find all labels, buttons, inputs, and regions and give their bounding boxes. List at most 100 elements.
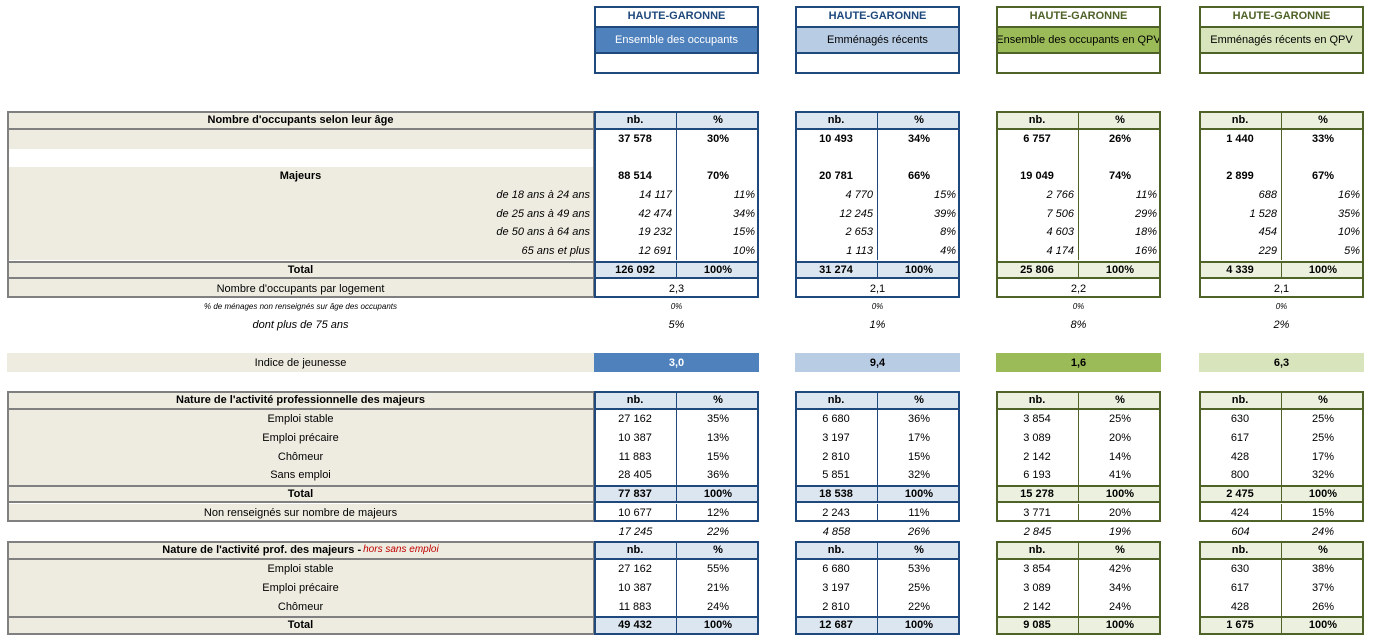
count-cell: 27 162 [594,560,677,579]
count-cell: 1 675 [1199,616,1282,635]
section-title: Nombre d'occupants selon leur âge [7,111,594,130]
row-label: Sans emploi [7,466,594,485]
percent-cell: 21% [706,582,730,595]
percent-cell: 26% [1311,600,1335,613]
count-cell: 688 [1199,185,1282,205]
group-blank-cell [594,54,759,74]
count-cell: 5 851 [795,466,878,485]
percent-cell: 32% [1311,469,1335,482]
percent-cell: 100% [878,484,960,504]
count-cell: 10 493 [795,130,878,149]
row-label: Total [7,616,594,635]
count-cell: 4 770 [795,185,878,205]
row-label: % de ménages non renseignés sur âge des … [203,301,397,311]
count-cell: 18 538 [795,484,878,504]
percent-cell: 17% [907,432,931,445]
percent-cell: 12% [706,506,730,519]
row-label: dont plus de 75 ans [252,319,349,331]
percent-cell: 16% [1337,189,1360,202]
percent-cell: 100% [878,260,960,280]
percent-cell: 29% [1134,207,1157,220]
group-region-title: HAUTE-GARONNE [594,6,759,26]
count-cell: 88 514 [594,167,677,186]
section-title-row: Nature de l'activité prof. des majeurs -… [7,541,594,560]
row-label: Emploi stable [7,410,594,429]
count-cell: 3 771 [996,503,1079,523]
percent-cell: 11% [908,506,930,519]
count-cell: 37 578 [594,130,677,149]
value-cell: 0% [1275,301,1288,311]
value-cell: 2,1 [869,282,886,295]
count-cell: 617 [1199,578,1282,598]
percent-cell: 41% [1108,469,1132,482]
row-label: Non renseignés sur nombre de majeurs [7,503,594,523]
count-cell: 4 603 [996,223,1079,242]
column-header-pct: % [878,541,960,560]
value-cell: 0% [871,301,884,311]
count-cell: 6 757 [996,130,1079,149]
percent-cell: 26% [1108,133,1132,146]
count-cell: 15 278 [996,484,1079,504]
value-cell: 0% [670,301,683,311]
percent-cell: 34% [732,207,755,220]
count-cell: 6 680 [795,410,878,429]
count-cell: 4 858 [822,525,851,538]
percent-cell: 66% [907,170,931,183]
column-header-nb: nb. [996,391,1079,410]
percent-cell: 18% [1134,226,1157,239]
percent-cell: 11% [733,189,755,202]
section-title: Nature de l'activité prof. des majeurs - [162,543,362,556]
column-header-nb: nb. [594,541,677,560]
group-subtitle: Emménagés récents en QPV [1199,26,1364,54]
column-header-nb: nb. [1199,541,1282,560]
percent-cell: 100% [878,616,960,635]
group-blank-cell [795,54,960,74]
count-cell [1199,148,1282,168]
column-header-nb: nb. [1199,111,1282,130]
count-cell: 27 162 [594,410,677,429]
value-cell: 2,2 [1070,282,1087,295]
count-cell: 3 089 [996,428,1079,448]
column-header-pct: % [1079,111,1161,130]
value-cell: 2,3 [668,282,685,295]
percent-cell [1079,149,1161,168]
section-title: Nature de l'activité professionnelle des… [7,391,594,410]
row-label: Majeurs [7,167,594,186]
percent-cell: 13% [706,432,730,445]
count-cell: 7 506 [996,204,1079,224]
count-cell: 3 197 [795,428,878,448]
count-cell: 6 193 [996,466,1079,485]
percent-cell: 11% [1135,189,1157,202]
percent-cell: 36% [907,413,931,426]
percent-cell: 26% [907,525,931,538]
count-cell: 3 089 [996,578,1079,598]
percent-cell: 42% [1108,563,1132,576]
count-cell: 3 854 [996,560,1079,579]
value-cell: 8% [1070,319,1087,331]
percent-cell: 22% [706,525,730,538]
row-label: Emploi précaire [7,578,594,598]
percent-cell: 10% [1337,226,1360,239]
percent-cell: 67% [1311,170,1335,183]
value-cell: 1% [869,319,886,331]
count-cell: 1 440 [1199,130,1282,149]
column-header-pct: % [1079,541,1161,560]
count-cell: 1 528 [1199,204,1282,224]
group-subtitle: Ensemble des occupants [594,26,759,54]
row-label: Chômeur [7,447,594,467]
group-blank-cell [1199,54,1364,74]
count-cell: 2 243 [795,503,878,523]
percent-cell: 20% [1108,506,1132,519]
count-cell: 25 806 [996,260,1079,280]
percent-cell: 35% [1337,207,1360,220]
count-cell: 17 245 [618,525,653,538]
column-header-nb: nb. [996,541,1079,560]
value-cell: 3,0 [594,353,759,372]
percent-cell: 100% [1079,616,1161,635]
group-region-title: HAUTE-GARONNE [996,6,1161,26]
percent-cell: 25% [1311,432,1335,445]
count-cell: 42 474 [594,204,677,224]
count-cell: 3 197 [795,578,878,598]
count-cell: 12 687 [795,616,878,635]
row-label: de 25 ans à 49 ans [7,204,594,224]
